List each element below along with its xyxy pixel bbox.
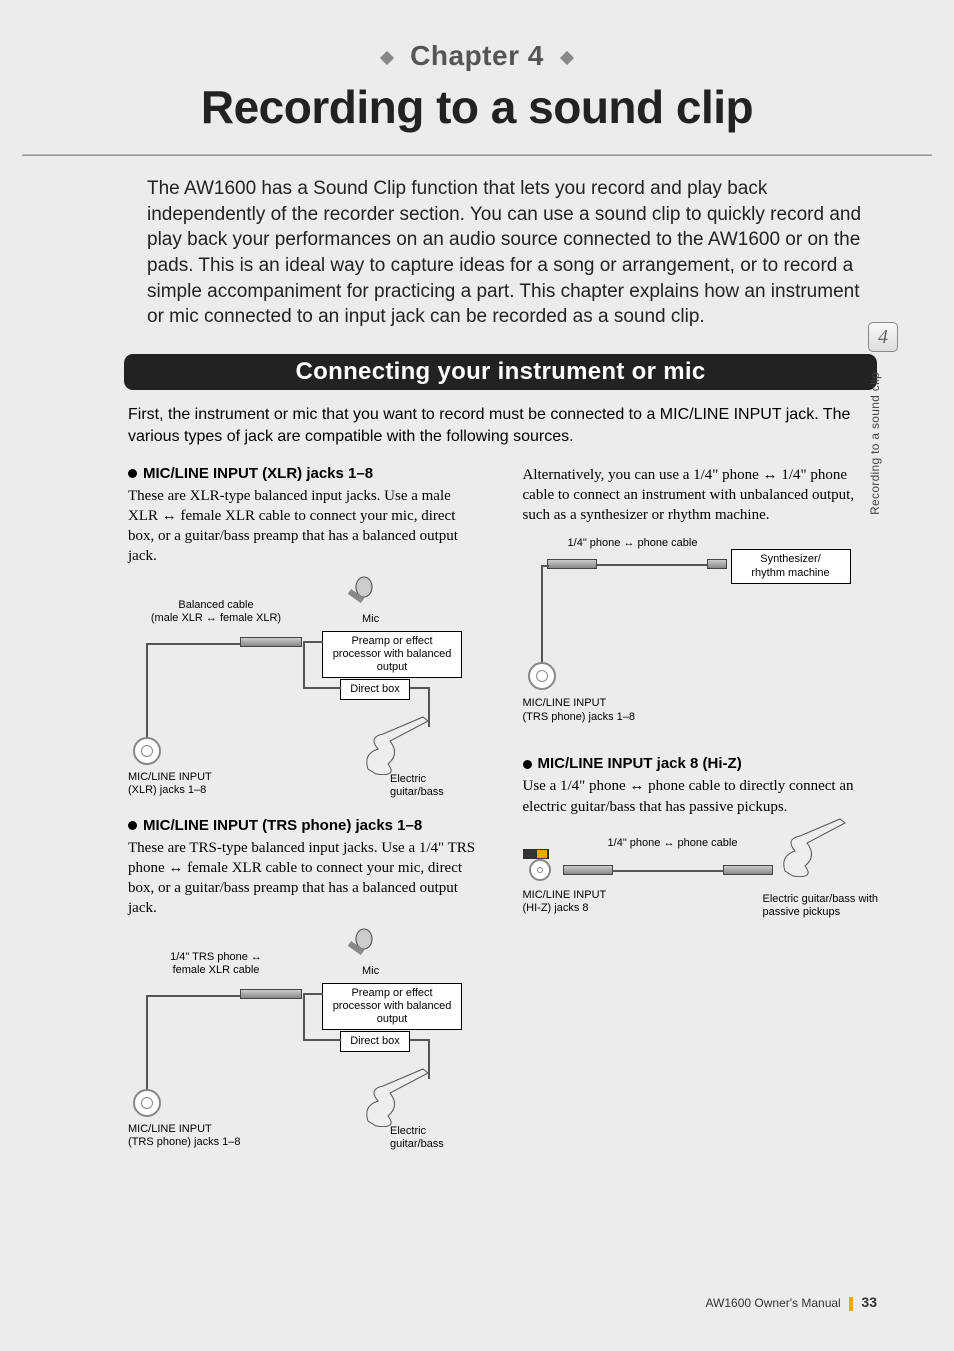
trs-heading: MIC/LINE INPUT (TRS phone) jacks 1–8 bbox=[128, 817, 483, 834]
cable-line bbox=[146, 643, 240, 645]
cable-line bbox=[541, 565, 549, 567]
cable-line bbox=[410, 1039, 430, 1041]
left-column: MIC/LINE INPUT (XLR) jacks 1–8 These are… bbox=[128, 465, 483, 1169]
intro-paragraph: The AW1600 has a Sound Clip function tha… bbox=[147, 176, 877, 330]
preamp-box: Preamp or effect processor with balanced… bbox=[322, 983, 462, 1031]
xlr-jack-label: MIC/LINE INPUT(XLR) jacks 1–8 bbox=[128, 771, 258, 797]
diamond-icon bbox=[560, 51, 574, 65]
unbalanced-body: Alternatively, you can use a 1/4" phone … bbox=[523, 465, 878, 526]
right-column: Alternatively, you can use a 1/4" phone … bbox=[523, 465, 878, 1169]
plug-icon bbox=[563, 865, 613, 875]
preamp-box: Preamp or effect processor with balanced… bbox=[322, 631, 462, 679]
hiz-cable-label: 1/4" phone ↔ phone cable bbox=[593, 837, 753, 850]
xlr-cable-label: Balanced cable(male XLR ↔ female XLR) bbox=[146, 599, 286, 625]
jack-icon bbox=[133, 737, 161, 765]
xlr-heading: MIC/LINE INPUT (XLR) jacks 1–8 bbox=[128, 465, 483, 482]
unbal-jack-label: MIC/LINE INPUT(TRS phone) jacks 1–8 bbox=[523, 697, 683, 723]
chapter-heading: Chapter 4 bbox=[22, 40, 932, 72]
diamond-icon bbox=[380, 51, 394, 65]
cable-line bbox=[410, 687, 430, 689]
page-number: 33 bbox=[861, 1294, 877, 1310]
hiz-diagram: 1/4" phone ↔ phone cable MIC/LINE INPUT(… bbox=[523, 829, 878, 979]
cable-line bbox=[303, 641, 305, 689]
cable-line bbox=[541, 567, 543, 667]
directbox-box: Direct box bbox=[340, 679, 410, 700]
jack-icon bbox=[528, 662, 556, 690]
cable-line bbox=[597, 564, 707, 566]
section-title: Connecting your instrument or mic bbox=[124, 354, 877, 390]
trs-cable-label: 1/4" TRS phone ↔female XLR cable bbox=[156, 951, 276, 977]
page-title: Recording to a sound clip bbox=[22, 80, 932, 134]
xlr-plug-icon bbox=[240, 637, 302, 647]
unbal-cable-label: 1/4" phone ↔ phone cable bbox=[553, 537, 713, 550]
cable-line bbox=[146, 995, 240, 997]
footer-bar-icon bbox=[849, 1297, 853, 1311]
cable-line bbox=[303, 641, 323, 643]
cable-line bbox=[146, 645, 148, 745]
xlr-body: These are XLR-type balanced input jacks.… bbox=[128, 486, 483, 567]
guitar-icon bbox=[775, 811, 865, 891]
trs-plug-icon bbox=[240, 989, 302, 999]
footer: AW1600 Owner's Manual 33 bbox=[705, 1294, 877, 1311]
hiz-switch-icon bbox=[523, 849, 563, 863]
trs-jack-label: MIC/LINE INPUT(TRS phone) jacks 1–8 bbox=[128, 1123, 278, 1149]
divider bbox=[22, 154, 932, 156]
hiz-guitar-label: Electric guitar/bass withpassive pickups bbox=[763, 893, 903, 919]
plug-icon bbox=[723, 865, 773, 875]
mic-label: Mic bbox=[362, 965, 379, 978]
hiz-heading: MIC/LINE INPUT jack 8 (Hi-Z) bbox=[523, 755, 878, 772]
section-intro: First, the instrument or mic that you wa… bbox=[128, 404, 877, 449]
footer-text: AW1600 Owner's Manual bbox=[705, 1296, 840, 1310]
hiz-jack-label: MIC/LINE INPUT(HI-Z) jacks 8 bbox=[523, 889, 653, 915]
cable-line bbox=[613, 870, 723, 872]
synth-box: Synthesizer/rhythm machine bbox=[731, 549, 851, 583]
cable-line bbox=[303, 993, 323, 995]
plug-icon bbox=[707, 559, 727, 569]
cable-line bbox=[303, 687, 341, 689]
side-chapter-text: Recording to a sound clip bbox=[868, 372, 882, 515]
chapter-label: Chapter 4 bbox=[410, 40, 544, 71]
cable-line bbox=[303, 1039, 341, 1041]
guitar-label: Electricguitar/bass bbox=[390, 1125, 460, 1151]
side-chapter-num: 4 bbox=[868, 322, 898, 352]
trs-diagram: 1/4" TRS phone ↔female XLR cable MIC/LIN… bbox=[128, 931, 483, 1161]
cable-line bbox=[303, 993, 305, 1041]
directbox-box: Direct box bbox=[340, 1031, 410, 1052]
xlr-diagram: Balanced cable(male XLR ↔ female XLR) MI… bbox=[128, 579, 483, 809]
mic-label: Mic bbox=[362, 613, 379, 626]
plug-icon bbox=[547, 559, 597, 569]
section-header: Connecting your instrument or mic bbox=[124, 354, 877, 390]
unbalanced-diagram: 1/4" phone ↔ phone cable Synthesizer/rhy… bbox=[523, 537, 878, 747]
jack-icon bbox=[133, 1089, 161, 1117]
cable-line bbox=[146, 997, 148, 1097]
guitar-label: Electricguitar/bass bbox=[390, 773, 460, 799]
trs-body: These are TRS-type balanced input jacks.… bbox=[128, 838, 483, 919]
side-tab: 4 Recording to a sound clip bbox=[868, 322, 900, 515]
